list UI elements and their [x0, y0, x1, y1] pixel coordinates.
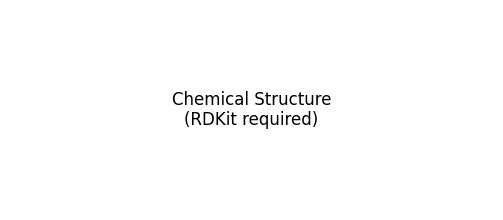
- Text: Chemical Structure
(RDKit required): Chemical Structure (RDKit required): [172, 91, 331, 129]
